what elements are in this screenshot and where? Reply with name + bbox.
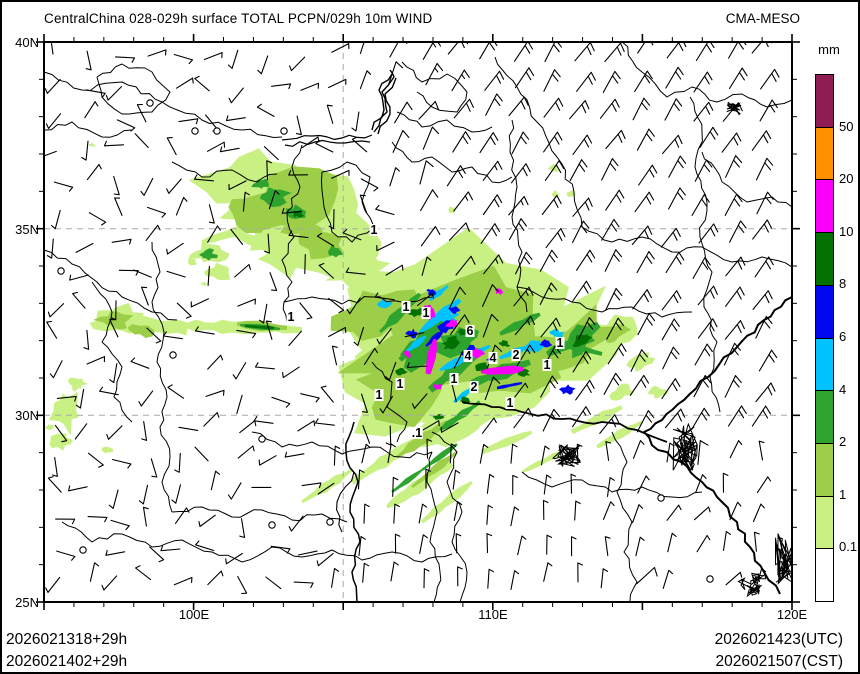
colorbar-boundary-label: 1 [839,486,847,502]
lon-tick-label: 100E [178,607,210,622]
colorbar-boundary-label: 0.1 [839,539,858,555]
contour-max-label: 1 [505,396,515,410]
contour-max-label: 6 [465,324,475,338]
colorbar-boundary-label: 2 [839,434,847,450]
colorbar-segment [816,338,833,392]
lon-tick-label: 110E [478,607,508,622]
model-name: CMA-MESO [725,11,800,26]
lon-tick-label: 120E [776,607,808,622]
contour-max-label: 2 [469,380,479,394]
lat-tick-label: 25N [15,594,39,610]
footer-valid-utc: 2026021423(UTC) [714,631,843,648]
contour-max-label: 1 [395,377,405,391]
colorbar-unit-label: mm [818,42,840,57]
colorbar-boundary-label: 6 [839,329,847,344]
colorbar-boundary-label: 4 [839,381,847,397]
colorbar-boundary-label: 20 [839,171,854,187]
colorbar-boundary-label: 8 [839,276,847,292]
contour-max-label: 1 [555,336,565,350]
colorbar-boundary-label: 10 [839,223,854,239]
contour-max-label: 1 [449,372,459,386]
lat-tick-label: 30N [15,407,39,423]
colorbar-segment [816,549,833,602]
colorbar-segment [816,127,833,181]
colorbar-segment [816,443,833,497]
precip-colorbar [815,74,834,602]
footer-init-time-1: 2026021318+29h [6,631,128,648]
contour-max-label: .1 [410,426,424,440]
colorbar-segment [816,75,833,128]
contour-max-label: 1 [542,358,552,372]
colorbar-segment [816,180,833,234]
footer-valid-cst: 2026021507(CST) [715,653,843,670]
colorbar-segment [816,391,833,444]
contour-max-label: 1 [421,306,431,320]
colorbar-segment [816,285,833,339]
footer-init-time-2: 2026021402+29h [6,653,128,670]
contour-max-label: 4 [488,351,498,365]
contour-max-label: 1 [374,388,384,402]
colorbar-boundary-label: 50 [839,118,854,134]
contour-max-label: 2 [511,348,521,362]
contour-max-label: 4 [463,349,473,363]
lat-tick-label: 40N [15,34,39,50]
contour-max-label: 1 [286,310,296,324]
contour-max-label: 1 [401,300,411,314]
colorbar-segment [816,496,833,550]
colorbar-segment [816,233,833,286]
contour-max-label: 1 [369,223,379,237]
page-title: CentralChina 028-029h surface TOTAL PCPN… [44,11,433,26]
lat-tick-label: 35N [15,221,39,237]
